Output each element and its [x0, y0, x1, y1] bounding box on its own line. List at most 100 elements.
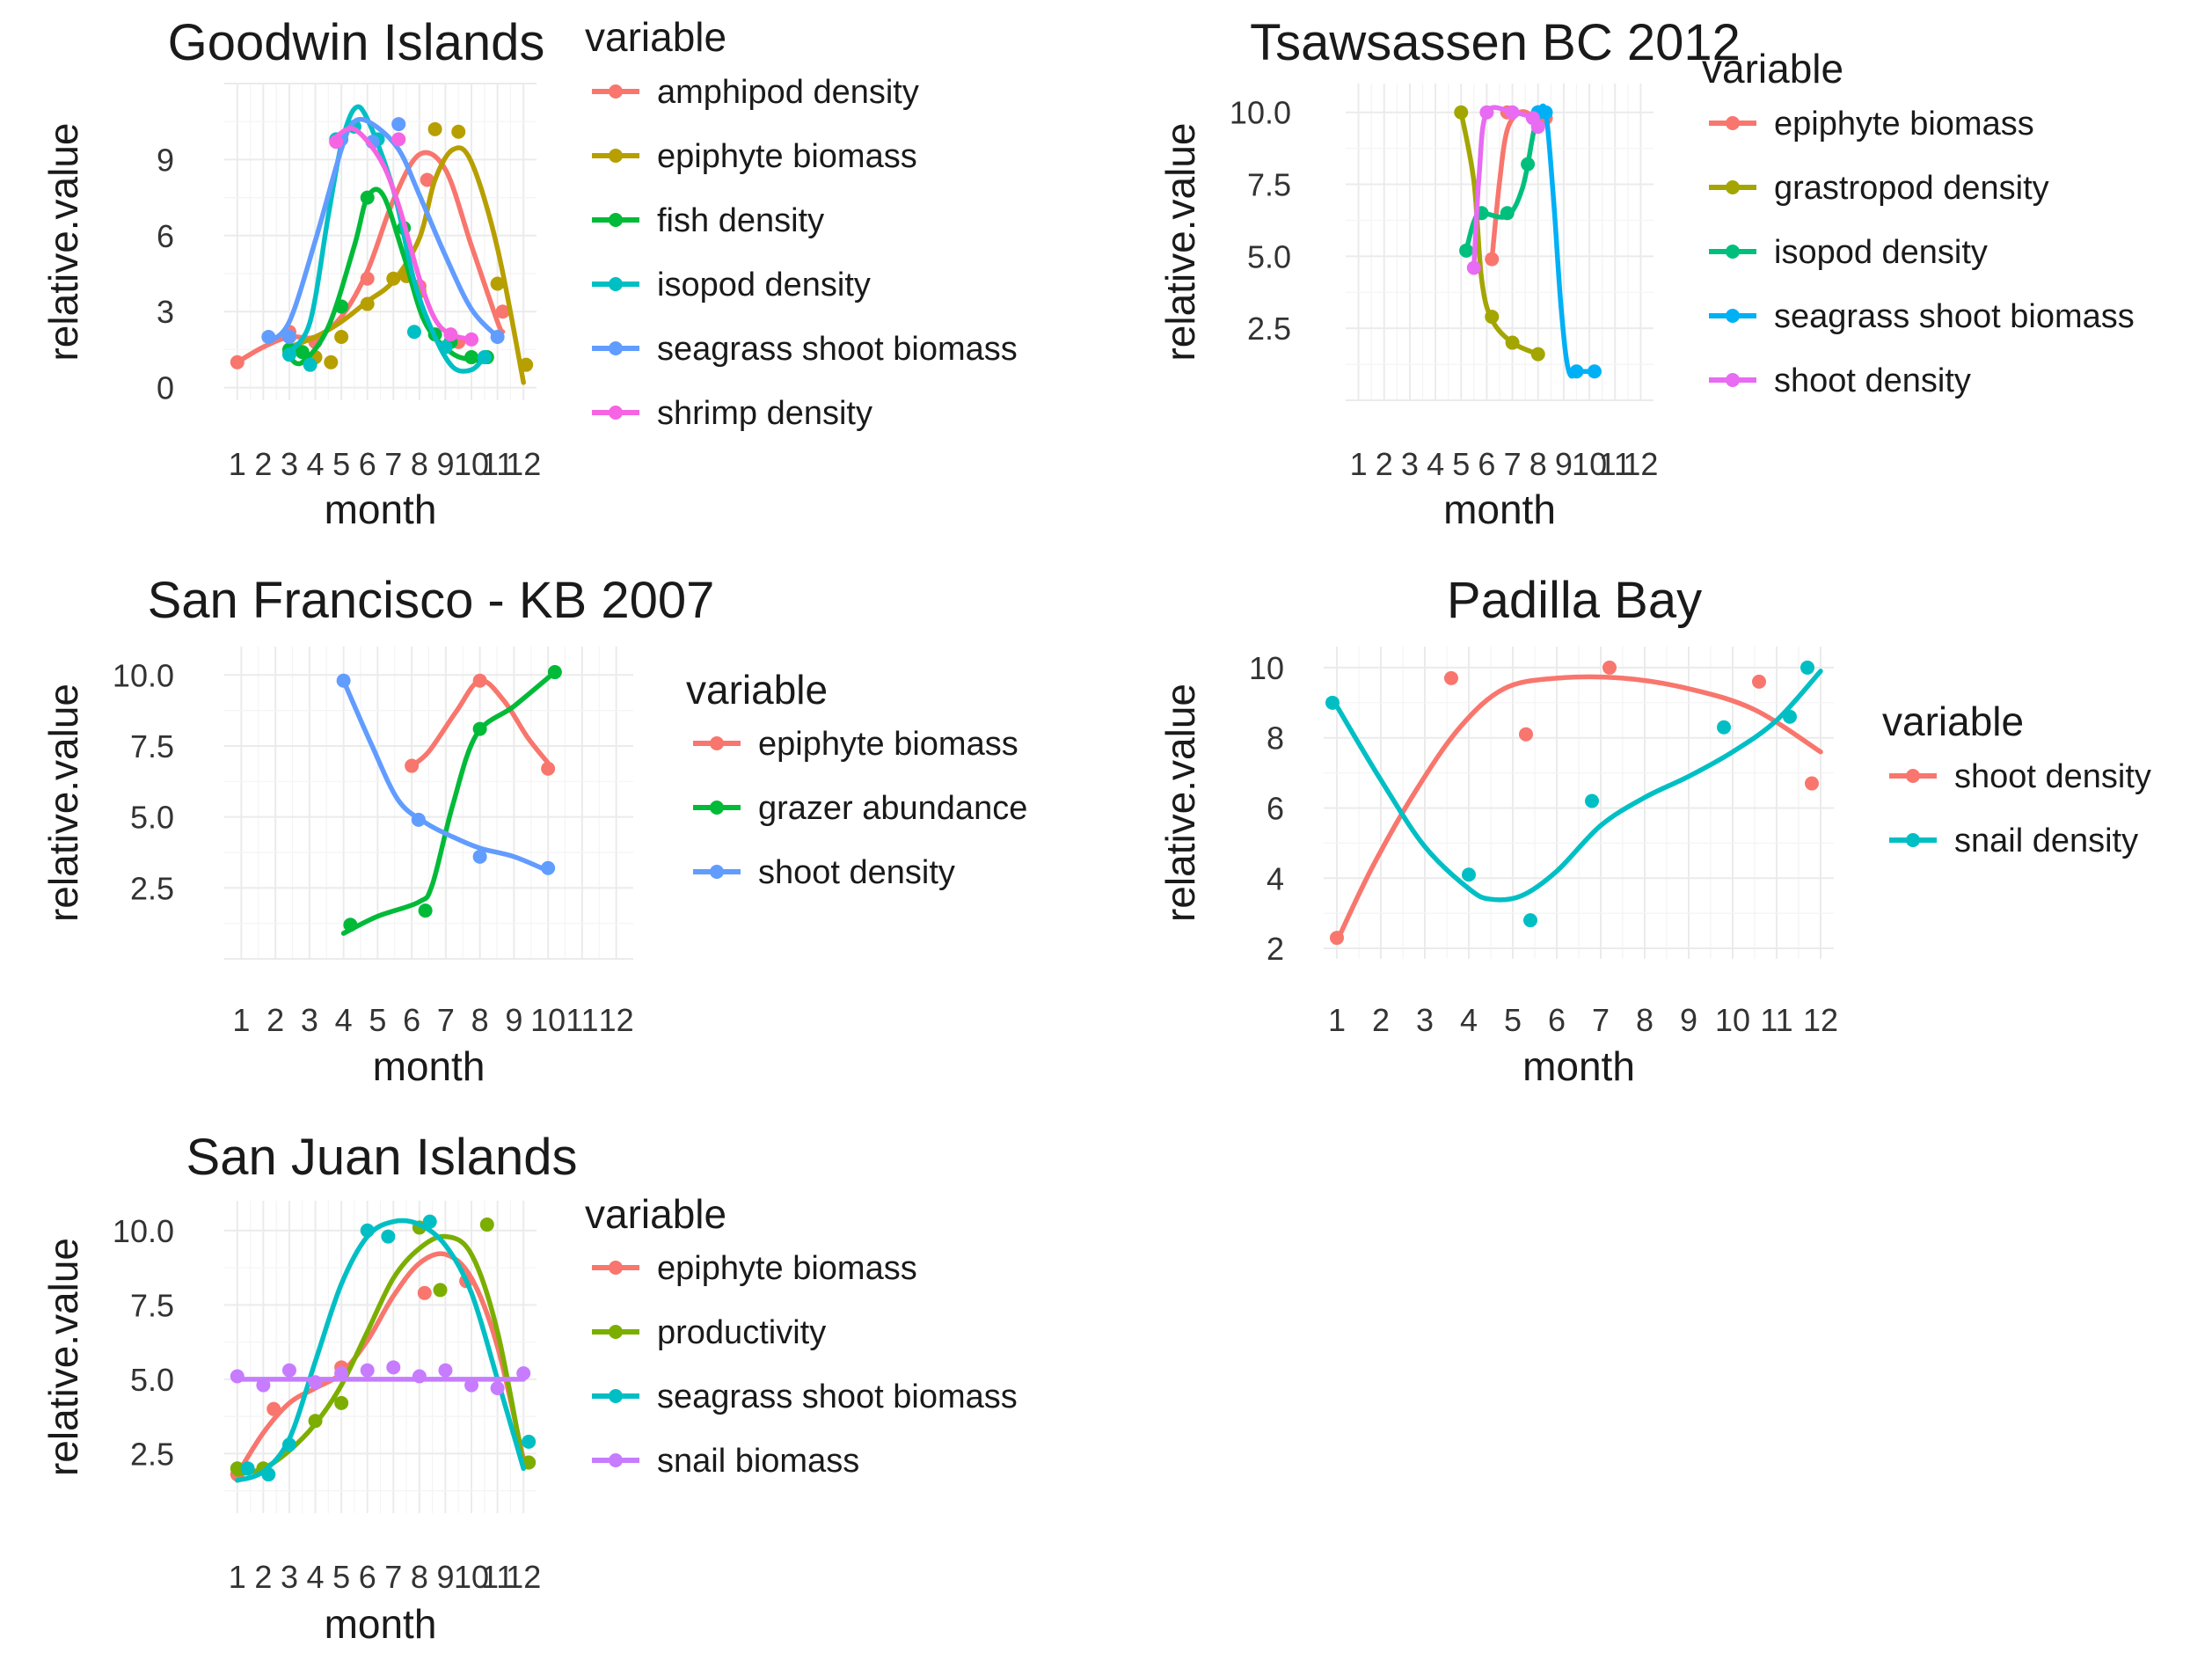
- legend-key-point: [609, 1261, 623, 1275]
- x-tick-label: 1: [229, 446, 246, 482]
- legend-label: seagrass shoot biomass: [657, 1378, 1018, 1415]
- x-tick-label: 6: [359, 446, 376, 482]
- x-tick-label: 6: [1548, 1002, 1566, 1038]
- data-point: [381, 1229, 396, 1244]
- x-axis-title: month: [325, 1601, 437, 1647]
- data-point: [522, 1434, 537, 1449]
- data-point: [261, 1467, 276, 1482]
- legend: variable amphipod density epiphyte biomass…: [585, 14, 1018, 432]
- x-tick-label: 2: [266, 1002, 284, 1038]
- y-tick-label: 7.5: [1247, 167, 1291, 203]
- legend-label: snail density: [1954, 823, 2138, 859]
- data-point: [422, 1214, 437, 1229]
- data-point: [230, 1461, 245, 1476]
- y-tick-label: 2.5: [130, 870, 174, 906]
- x-tick-label: 8: [1529, 446, 1547, 482]
- x-tick-label: 9: [505, 1002, 522, 1038]
- legend-label: grastropod density: [1774, 170, 2049, 207]
- series-line: [1536, 103, 1597, 379]
- series-line: [1334, 674, 1823, 944]
- data-point: [443, 327, 458, 342]
- y-tick-label: 3: [157, 294, 174, 330]
- data-point: [281, 1437, 296, 1452]
- data-point: [1530, 347, 1545, 362]
- legend-label: epiphyte biomass: [1774, 106, 2034, 143]
- y-tick-label: 0: [157, 370, 174, 406]
- legend-key-point: [609, 84, 623, 99]
- data-point: [477, 350, 492, 365]
- x-tick-label: 8: [1636, 1002, 1654, 1038]
- data-point: [1523, 913, 1537, 928]
- series-line: [1334, 669, 1823, 903]
- legend-label: productivity: [657, 1314, 826, 1351]
- data-point: [334, 1366, 349, 1381]
- legend-key-point: [710, 801, 724, 815]
- data-point: [1800, 660, 1814, 675]
- x-tick-label: 12: [1803, 1002, 1838, 1038]
- x-tick-label: 7: [384, 446, 402, 482]
- x-tick-label: 9: [1680, 1002, 1697, 1038]
- x-tick-label: 11: [566, 1002, 598, 1038]
- y-tick-label: 8: [1267, 720, 1284, 757]
- x-tick-label: 3: [1401, 446, 1419, 482]
- data-point: [308, 1414, 323, 1429]
- x-tick-label: 11: [1760, 1002, 1792, 1038]
- data-point: [1485, 252, 1500, 267]
- series: [1466, 105, 1545, 275]
- x-tick-label: 5: [332, 1559, 350, 1595]
- x-tick-label: 1: [232, 1002, 250, 1038]
- legend-label: amphipod density: [657, 74, 919, 111]
- data-point: [295, 345, 310, 360]
- data-point: [420, 172, 434, 187]
- data-point: [1783, 709, 1797, 724]
- x-tick-label: 6: [403, 1002, 420, 1038]
- data-point: [336, 673, 351, 688]
- legend-title: variable: [585, 1191, 726, 1237]
- data-point: [360, 1223, 375, 1238]
- x-tick-label: 2: [254, 1559, 272, 1595]
- data-point: [547, 665, 562, 680]
- x-tick-label: 2: [1372, 1002, 1390, 1038]
- chart-title: San Francisco - KB 2007: [148, 572, 715, 629]
- data-point: [438, 1363, 453, 1378]
- legend-label: shoot density: [1954, 758, 2151, 795]
- data-point: [391, 132, 406, 147]
- data-point: [1505, 105, 1520, 120]
- y-tick-label: 9: [157, 142, 174, 178]
- data-point: [1325, 695, 1340, 710]
- series-line: [235, 150, 506, 365]
- data-point: [479, 1218, 494, 1232]
- legend-title: variable: [585, 14, 726, 60]
- x-tick-label: 8: [471, 1002, 489, 1038]
- x-tick-label: 1: [1350, 446, 1368, 482]
- series-line: [340, 677, 551, 874]
- x-tick-label: 3: [281, 1559, 298, 1595]
- data-point: [1485, 310, 1500, 325]
- legend: variable epiphyte biomass productivity seag…: [585, 1191, 1018, 1480]
- legend-key-point: [609, 149, 623, 163]
- chart-title: Goodwin Islands: [168, 14, 545, 71]
- x-tick-label: 11: [481, 1559, 514, 1595]
- x-tick-label: 10: [1572, 446, 1607, 482]
- data-point: [230, 1369, 245, 1384]
- x-tick-label: 9: [1555, 446, 1573, 482]
- data-point: [490, 330, 505, 344]
- data-point: [412, 1369, 427, 1384]
- series: [1530, 103, 1602, 379]
- legend-label: seagrass shoot biomass: [1774, 298, 2135, 335]
- data-point: [438, 340, 453, 355]
- data-point: [391, 117, 406, 132]
- data-point: [308, 1375, 323, 1390]
- series: [340, 665, 562, 936]
- x-tick-label: 3: [1416, 1002, 1434, 1038]
- data-point: [451, 124, 466, 139]
- y-tick-label: 10.0: [113, 1213, 174, 1249]
- data-point: [490, 1381, 505, 1395]
- legend-label: epiphyte biomass: [758, 726, 1018, 763]
- legend-key-point: [1726, 180, 1740, 194]
- y-tick-label: 10.0: [113, 657, 174, 693]
- x-tick-label: 2: [254, 446, 272, 482]
- legend-key-point: [1726, 116, 1740, 130]
